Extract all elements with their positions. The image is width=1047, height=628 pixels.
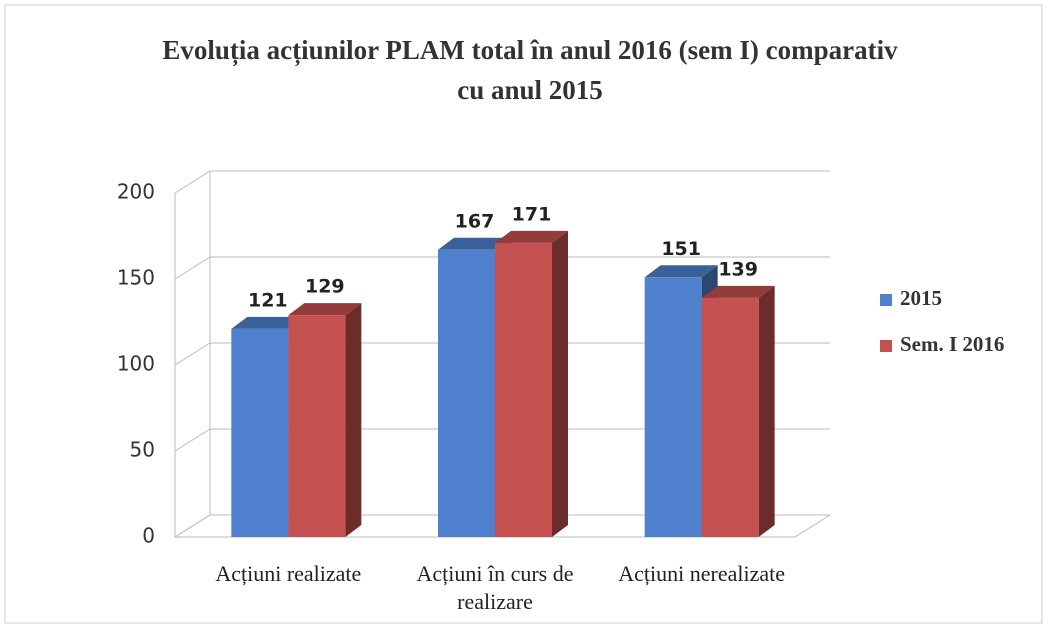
chart-title: Evoluția acțiunilor PLAM total în anul 2…: [162, 35, 898, 105]
bar-top: [701, 285, 775, 298]
grid-line: [174, 256, 830, 280]
bar-side: [758, 285, 775, 537]
grid-line: [174, 170, 830, 194]
y-tick-label: 150: [117, 266, 155, 290]
y-tick-label: 200: [117, 180, 155, 204]
bar: [288, 315, 346, 537]
bar: [495, 242, 552, 537]
legend-swatch: [880, 294, 892, 306]
grid-line: [174, 428, 830, 452]
bar-top: [438, 237, 511, 250]
bar-top: [644, 265, 718, 278]
x-tick-label: Acțiuni realizate: [215, 561, 362, 586]
value-label: 129: [305, 276, 345, 298]
value-label: 121: [248, 289, 288, 311]
value-label: 151: [661, 238, 701, 260]
y-tick-label: 100: [117, 352, 155, 376]
bar: [438, 249, 495, 537]
bar: [701, 297, 759, 537]
floor: [175, 514, 831, 538]
bar-top: [288, 303, 362, 316]
grid-line: [174, 342, 830, 366]
legend-label: Sem. I 2016: [900, 332, 1004, 356]
bar-side: [552, 230, 568, 537]
bar-top: [495, 230, 568, 243]
x-tick-label: Acțiuni nerealizate: [618, 561, 786, 586]
x-tick-label: Acțiuni în curs de realizare: [416, 561, 574, 614]
grid-line: [174, 514, 830, 538]
value-label: 167: [455, 210, 495, 232]
legend-swatch: [880, 340, 892, 352]
bar-side: [345, 303, 362, 537]
bar: [644, 277, 702, 537]
legend-label: 2015: [900, 286, 942, 310]
value-label: 139: [718, 258, 758, 280]
frame: [4, 4, 1043, 624]
y-tick-label: 50: [130, 438, 155, 462]
bar: [231, 328, 289, 537]
y-tick-label: 0: [142, 524, 155, 548]
bar-top: [231, 316, 305, 329]
value-label: 171: [512, 203, 552, 225]
